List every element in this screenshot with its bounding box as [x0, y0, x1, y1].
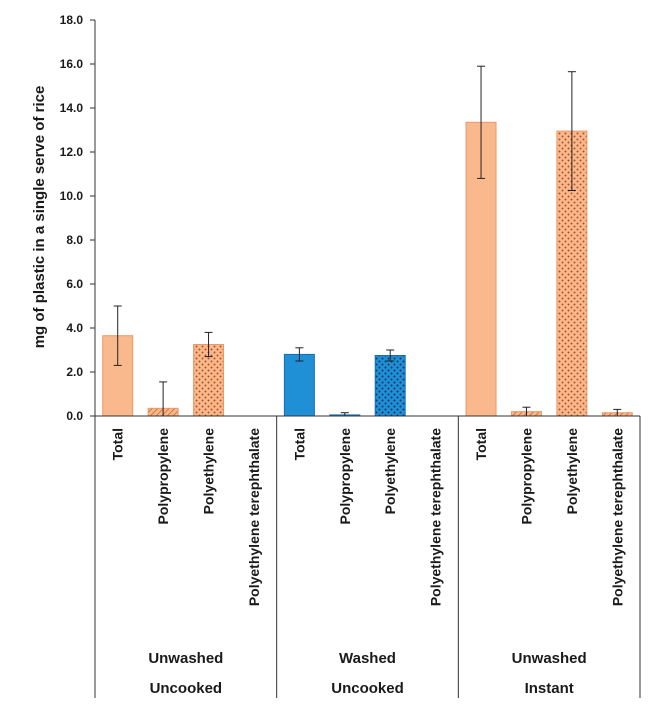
category-label: Polyethylene terephthalate	[428, 428, 444, 606]
group-labels: Unwashed Uncooked Washed Uncooked Unwashed In…	[148, 650, 586, 697]
group-label-bottom: Uncooked	[150, 680, 223, 697]
category-label: Total	[291, 428, 307, 460]
bars	[102, 121, 633, 417]
category-label: Polyethylene terephthalate	[609, 428, 625, 606]
bar-1-2	[374, 355, 406, 417]
category-label: Total	[473, 428, 489, 460]
category-label: Polyethylene	[382, 428, 398, 515]
category-label: Polypropylene	[337, 428, 353, 525]
error-bars	[113, 65, 622, 417]
category-label: Polypropylene	[155, 428, 171, 525]
y-tick-label: 12.0	[60, 145, 84, 159]
y-tick-label: 10.0	[60, 189, 84, 203]
axes	[94, 20, 641, 698]
category-label: Total	[110, 428, 126, 460]
group-label-top: Unwashed	[512, 650, 587, 667]
y-tick-label: 8.0	[66, 233, 83, 247]
category-label: Polyethylene	[564, 428, 580, 515]
group-label-bottom: Uncooked	[331, 680, 404, 697]
category-label: Polypropylene	[518, 428, 534, 525]
y-tick-label: 14.0	[60, 101, 84, 115]
group-label-bottom: Instant	[525, 680, 574, 697]
y-tick-label: 16.0	[60, 57, 84, 71]
group-label-top: Unwashed	[148, 650, 223, 667]
y-tick-label: 4.0	[66, 321, 83, 335]
category-labels: Total Polypropylene Polyethylene Polyethyle…	[110, 428, 626, 606]
bar-1-0	[283, 353, 315, 417]
y-axis-title: mg of plastic in a single serve of rice	[31, 86, 48, 349]
category-label: Polyethylene terephthalate	[246, 428, 262, 606]
y-tick-label: 2.0	[66, 365, 83, 379]
y-tick-label: 6.0	[66, 277, 83, 291]
y-tick-label: 18.0	[60, 13, 84, 27]
category-label: Polyethylene	[201, 428, 217, 515]
y-axis-ticks: 0.0 2.0 4.0 6.0 8.0 10.0 12.0 14.0 16.0 18.0	[60, 13, 95, 423]
y-tick-label: 0.0	[66, 409, 83, 423]
group-label-top: Washed	[339, 650, 396, 667]
